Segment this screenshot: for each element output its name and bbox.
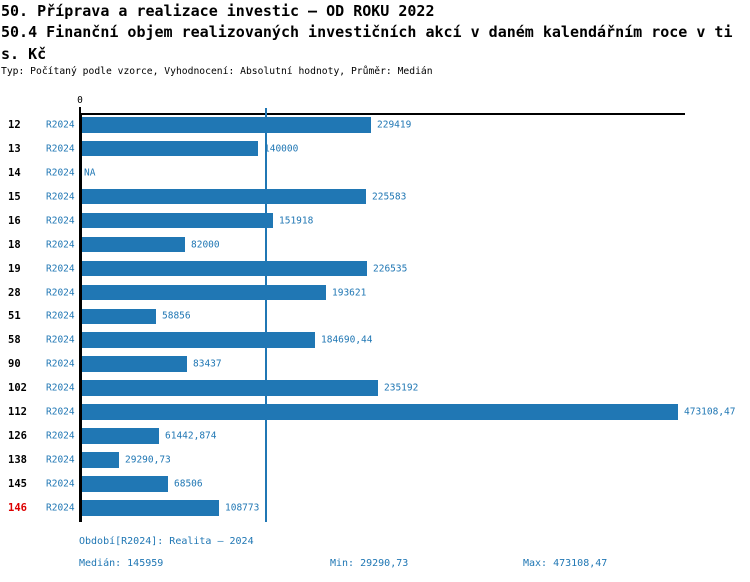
chart-row: 18 R2024 82000 [0,233,750,257]
bar-value-label: 58856 [162,310,191,322]
chart-row: 13 R2024 140000 [0,137,750,161]
bar [82,260,367,277]
bar [82,332,315,348]
bar [82,140,258,157]
bar [82,188,366,205]
chart-row: 15 R2024 225583 [0,185,750,209]
chart-row: 145 R2024 68506 [0,472,750,496]
row-id-label: 126 [8,430,27,443]
bar [82,284,326,301]
row-id-label: 19 [8,262,21,275]
row-id-label: 138 [8,454,27,467]
bar-value-label: 68506 [174,478,203,490]
bar-value-label: 473108,47 [684,406,736,418]
row-series-label: R2024 [46,263,75,275]
row-series-label: R2024 [46,478,75,490]
footer-min-label: Min: 29290,73 [330,558,409,569]
bar [82,428,159,444]
bar-value-label: 82000 [191,239,220,251]
row-series-label: R2024 [46,287,75,299]
bar-value-label: 83437 [193,358,222,370]
chart-row: 14 R2024 NA [0,161,750,185]
chart-row: 19 R2024 226535 [0,257,750,281]
row-series-label: R2024 [46,310,75,322]
report-subtitle-line2: s. Kč [1,45,47,63]
bar [82,212,273,229]
row-series-label: R2024 [46,215,75,227]
chart-row: 146 R2024 108773 [0,496,750,520]
row-id-label: 12 [8,118,21,131]
row-id-label: 146 [8,502,27,514]
row-id-label: 14 [8,166,21,179]
y-axis-line [79,113,82,522]
bar [82,356,187,372]
row-id-label: 15 [8,190,21,203]
row-series-label: R2024 [46,143,75,155]
footer-period-label: Období[R2024]: Realita – 2024 [79,536,254,547]
row-series-label: R2024 [46,334,75,346]
footer-median-label: Medián: 145959 [79,558,164,569]
chart-row: 58 R2024 184690,44 [0,328,750,352]
chart-row: 16 R2024 151918 [0,209,750,233]
row-id-label: 112 [8,406,27,419]
bar-value-label: NA [84,167,96,179]
bar [82,404,678,420]
bar-value-label: 226535 [373,263,408,275]
axis-zero-tick [79,107,81,113]
row-series-label: R2024 [46,358,75,370]
report-subtitle-line1: 50.4 Finanční objem realizovaných invest… [1,23,733,41]
chart-row: 102 R2024 235192 [0,376,750,400]
row-series-label: R2024 [46,430,75,442]
row-id-label: 51 [8,310,21,323]
bar [82,308,156,325]
chart-row: 126 R2024 61442,874 [0,424,750,448]
median-line [265,108,267,522]
row-id-label: 18 [8,238,21,251]
row-series-label: R2024 [46,502,75,514]
row-series-label: R2024 [46,119,75,131]
report-title-line1: 50. Příprava a realizace investic – OD R… [1,2,435,20]
chart-row: 12 R2024 229419 [0,113,750,137]
row-series-label: R2024 [46,239,75,251]
row-id-label: 145 [8,478,27,491]
axis-zero-label: 0 [77,95,83,106]
report-meta-line: Typ: Počítaný podle vzorce, Vyhodnocení:… [1,66,433,77]
bar-value-label: 61442,874 [165,430,217,442]
bar [82,476,168,492]
x-axis-line [79,113,685,115]
footer-max-label: Max: 473108,47 [523,558,608,569]
bar-value-label: 193621 [332,287,367,299]
bar [82,117,371,133]
bar-value-label: 108773 [225,502,260,514]
bar-value-label: 225583 [372,191,407,203]
bar [82,236,185,253]
chart-row: 112 R2024 473108,47 [0,400,750,424]
bar-value-label: 229419 [377,119,412,131]
row-id-label: 102 [8,382,27,395]
bar-value-label: 29290,73 [125,454,171,466]
row-id-label: 13 [8,142,21,155]
row-series-label: R2024 [46,167,75,179]
chart-row: 138 R2024 29290,73 [0,448,750,472]
chart-row: 28 R2024 193621 [0,281,750,305]
bar-value-label: 235192 [384,382,419,394]
bar [82,380,378,396]
bar-value-label: 184690,44 [321,334,373,346]
bar [82,452,119,468]
bar-value-label: 140000 [264,143,299,155]
row-series-label: R2024 [46,191,75,203]
row-id-label: 16 [8,214,21,227]
chart-row: 90 R2024 83437 [0,352,750,376]
row-series-label: R2024 [46,406,75,418]
bar-value-label: 151918 [279,215,314,227]
row-series-label: R2024 [46,454,75,466]
row-id-label: 28 [8,286,21,299]
row-id-label: 58 [8,334,21,347]
row-id-label: 90 [8,358,21,371]
chart-row: 51 R2024 58856 [0,305,750,329]
row-series-label: R2024 [46,382,75,394]
bar [82,500,219,516]
